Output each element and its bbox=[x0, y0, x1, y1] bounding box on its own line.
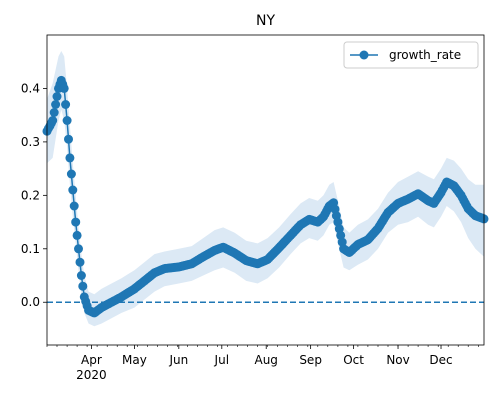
data-point bbox=[64, 134, 73, 144]
x-tick-label: Jun bbox=[168, 353, 188, 367]
data-point bbox=[65, 153, 75, 163]
data-point bbox=[51, 100, 61, 109]
data-point bbox=[71, 217, 81, 227]
x-tick-label: Nov bbox=[386, 353, 409, 367]
data-point bbox=[62, 116, 72, 125]
y-tick-label: 0.3 bbox=[21, 135, 40, 149]
data-point bbox=[61, 100, 71, 109]
data-point bbox=[78, 281, 88, 291]
y-axis: 0.0 0.1 0.2 0.3 0.4 bbox=[21, 81, 47, 309]
data-point bbox=[333, 217, 343, 227]
x-tick-label: Dec bbox=[429, 353, 452, 367]
data-point bbox=[59, 83, 69, 93]
data-point bbox=[75, 257, 85, 267]
confidence-band-layer bbox=[47, 51, 484, 327]
legend-label: growth_rate bbox=[389, 48, 461, 62]
confidence-band bbox=[47, 51, 484, 327]
data-point bbox=[48, 116, 58, 125]
data-point bbox=[74, 244, 83, 254]
data-point bbox=[66, 169, 76, 179]
plot-frame bbox=[46, 34, 485, 346]
series-marker-layer bbox=[42, 75, 489, 318]
x-tick-label: Aug bbox=[254, 353, 277, 367]
data-point bbox=[72, 230, 82, 240]
legend: growth_rate bbox=[343, 41, 479, 69]
chart-title: NY bbox=[256, 13, 275, 29]
x-tick-label: May bbox=[122, 353, 147, 367]
x-tick-label: Sep bbox=[299, 353, 322, 367]
y-tick-label: 0.4 bbox=[21, 81, 40, 95]
data-point bbox=[336, 230, 346, 240]
data-point bbox=[69, 201, 79, 211]
x-tick-label: Jul bbox=[214, 353, 229, 367]
x-tick-label: Oct bbox=[343, 353, 364, 367]
y-tick-label: 0.0 bbox=[21, 295, 40, 309]
x-tick-label: Apr bbox=[81, 353, 102, 367]
data-point bbox=[337, 237, 347, 247]
data-point bbox=[49, 108, 59, 117]
x-tick-sublabel: 2020 bbox=[76, 368, 107, 382]
legend-box bbox=[343, 41, 479, 69]
y-tick-label: 0.1 bbox=[21, 242, 40, 256]
data-point bbox=[52, 92, 62, 101]
data-point bbox=[68, 185, 78, 195]
y-tick-label: 0.2 bbox=[21, 188, 40, 202]
data-point bbox=[76, 271, 86, 280]
legend-marker bbox=[359, 50, 369, 60]
